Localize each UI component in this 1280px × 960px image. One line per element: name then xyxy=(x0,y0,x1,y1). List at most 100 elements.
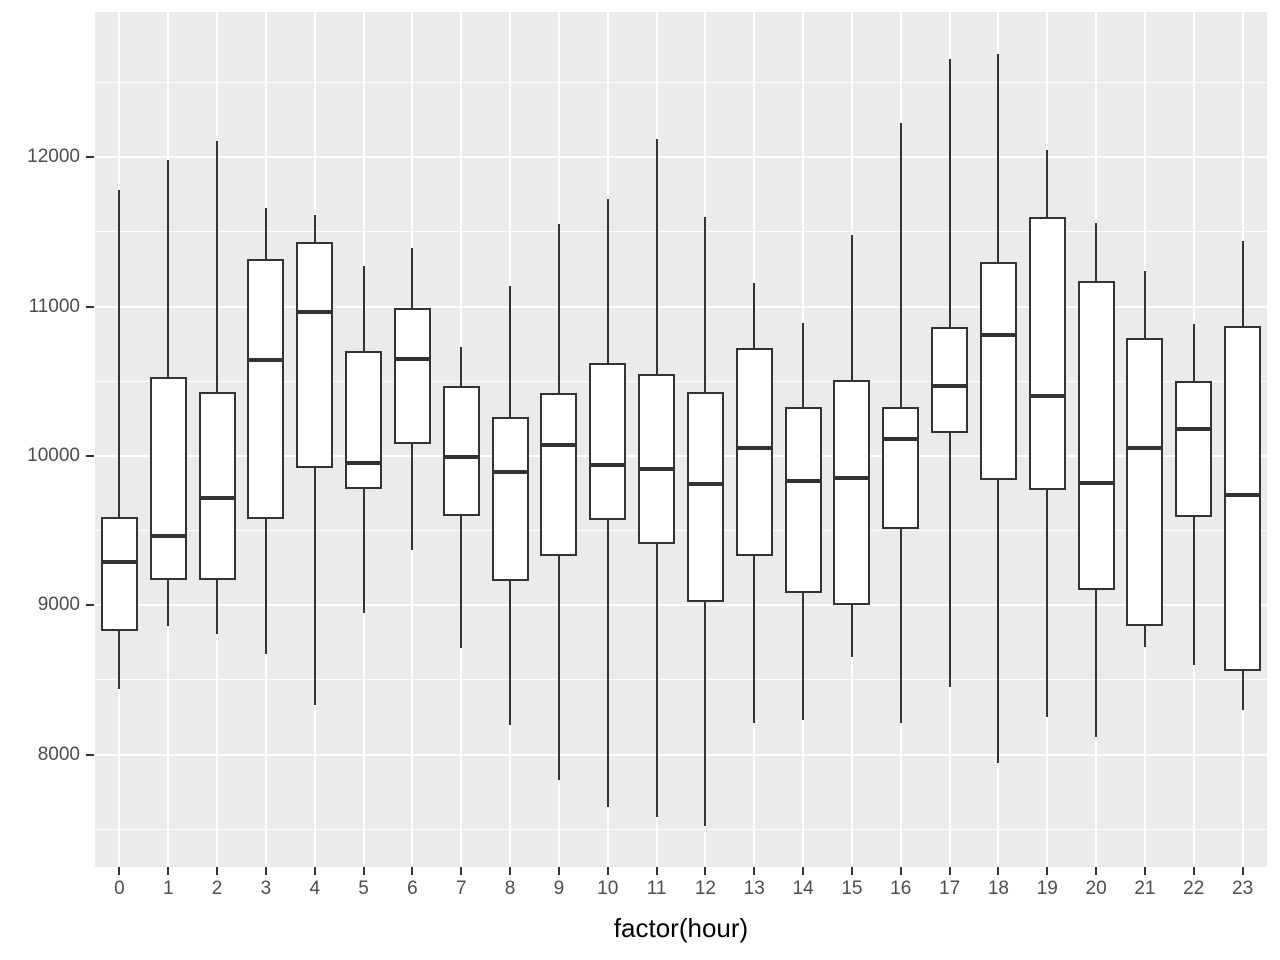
lower-whisker xyxy=(1241,670,1244,710)
box-iqr xyxy=(100,517,138,631)
lower-whisker xyxy=(1143,626,1146,647)
box-iqr xyxy=(345,351,383,489)
y-major-gridline xyxy=(95,305,1267,308)
median-line xyxy=(247,358,285,363)
median-line xyxy=(931,383,969,388)
x-axis-tick xyxy=(606,867,609,875)
upper-whisker xyxy=(1192,324,1195,382)
lower-whisker xyxy=(216,579,219,634)
median-line xyxy=(784,479,822,484)
x-axis-tick xyxy=(899,867,902,875)
x-axis-label: 9 xyxy=(553,878,565,899)
x-axis-label: 18 xyxy=(987,878,1009,899)
upper-whisker xyxy=(167,160,170,377)
upper-whisker xyxy=(1143,270,1146,338)
lower-whisker xyxy=(264,519,267,655)
median-line xyxy=(1224,492,1262,497)
median-line xyxy=(100,559,138,564)
lower-whisker xyxy=(899,529,902,724)
box-iqr xyxy=(686,391,724,603)
median-line xyxy=(882,437,920,442)
box-iqr xyxy=(1077,281,1115,591)
upper-whisker xyxy=(899,122,902,407)
median-line xyxy=(1028,394,1066,399)
median-line xyxy=(442,455,480,460)
box-iqr xyxy=(198,391,236,580)
x-axis-tick xyxy=(264,867,267,875)
x-axis-tick xyxy=(216,867,219,875)
upper-whisker xyxy=(1095,222,1098,282)
x-axis-label: 0 xyxy=(114,878,125,899)
x-axis-label: 10 xyxy=(597,878,619,899)
x-axis-label: 7 xyxy=(455,878,467,899)
median-line xyxy=(296,310,334,315)
upper-whisker xyxy=(655,139,658,374)
box-iqr xyxy=(784,406,822,594)
upper-whisker xyxy=(557,224,560,394)
y-major-gridline xyxy=(95,604,1267,607)
x-axis-label: 22 xyxy=(1183,878,1205,899)
y-axis-tick xyxy=(86,454,94,457)
upper-whisker xyxy=(313,215,316,243)
upper-whisker xyxy=(606,198,609,364)
box-iqr xyxy=(149,376,187,580)
median-line xyxy=(491,470,529,475)
lower-whisker xyxy=(1192,517,1195,665)
median-line xyxy=(735,446,773,451)
x-axis-tick xyxy=(704,867,707,875)
median-line xyxy=(149,534,187,539)
lower-whisker xyxy=(362,488,365,613)
y-major-gridline xyxy=(95,156,1267,159)
median-line xyxy=(198,495,236,500)
x-axis-tick xyxy=(948,867,951,875)
y-minor-gridline xyxy=(95,828,1267,830)
y-axis-tick xyxy=(86,753,94,756)
median-line xyxy=(638,467,676,472)
box-iqr xyxy=(1028,216,1066,491)
lower-whisker xyxy=(704,602,707,827)
x-axis-label: 19 xyxy=(1036,878,1058,899)
x-axis-label: 5 xyxy=(358,878,369,899)
upper-whisker xyxy=(216,140,219,392)
upper-whisker xyxy=(997,54,1000,262)
lower-whisker xyxy=(753,555,756,724)
lower-whisker xyxy=(509,581,512,725)
y-axis-label: 11000 xyxy=(28,295,80,317)
y-minor-gridline xyxy=(95,679,1267,681)
upper-whisker xyxy=(264,207,267,259)
x-axis-label: 1 xyxy=(162,878,174,899)
upper-whisker xyxy=(948,58,951,328)
x-axis-tick xyxy=(802,867,805,875)
upper-whisker xyxy=(509,285,512,418)
box-iqr xyxy=(979,261,1017,480)
x-axis-label: 6 xyxy=(407,878,418,899)
x-axis-tick xyxy=(362,867,365,875)
y-axis-label: 12000 xyxy=(27,146,80,168)
upper-whisker xyxy=(411,248,414,308)
y-major-gridline xyxy=(95,454,1267,457)
median-line xyxy=(540,443,578,448)
upper-whisker xyxy=(753,282,756,349)
x-axis-tick xyxy=(1095,867,1098,875)
lower-whisker xyxy=(655,543,658,818)
box-iqr xyxy=(589,363,627,521)
lower-whisker xyxy=(557,555,560,780)
x-axis-tick xyxy=(753,867,756,875)
y-axis-tick xyxy=(86,305,94,308)
upper-whisker xyxy=(460,346,463,386)
x-axis-tick xyxy=(411,867,414,875)
x-axis-label: 3 xyxy=(260,878,272,899)
x-axis-label: 17 xyxy=(939,878,961,899)
box-iqr xyxy=(638,373,676,544)
plot-panel xyxy=(95,12,1267,867)
median-line xyxy=(686,482,724,487)
y-axis-tick xyxy=(86,604,94,607)
y-axis-tick xyxy=(86,156,94,159)
box-iqr xyxy=(540,393,578,556)
box-iqr xyxy=(1126,337,1164,627)
x-axis-label: 20 xyxy=(1085,878,1107,899)
lower-whisker xyxy=(606,520,609,807)
lower-whisker xyxy=(802,593,805,721)
x-axis-label: 2 xyxy=(211,878,223,899)
